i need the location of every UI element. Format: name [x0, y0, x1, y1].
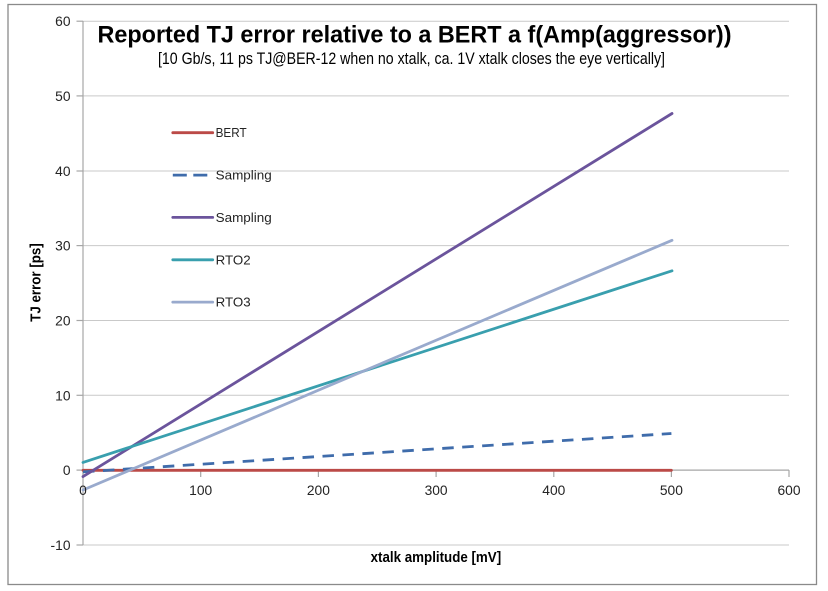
svg-text:BERT: BERT — [216, 125, 247, 140]
svg-text:40: 40 — [55, 164, 71, 179]
svg-text:50: 50 — [55, 89, 71, 104]
svg-text:60: 60 — [55, 14, 71, 29]
svg-text:0: 0 — [63, 463, 71, 478]
svg-text:500: 500 — [660, 483, 683, 498]
svg-text:RTO3: RTO3 — [216, 295, 251, 310]
svg-text:[10 Gb/s, 11 ps TJ@BER-12 when: [10 Gb/s, 11 ps TJ@BER-12 when no xtalk,… — [158, 50, 665, 68]
svg-text:600: 600 — [777, 483, 800, 498]
svg-text:Sampling: Sampling — [216, 168, 272, 183]
svg-text:Reported TJ error relative to: Reported TJ error relative to a BERT a f… — [98, 21, 732, 48]
svg-text:-10: -10 — [51, 538, 71, 553]
svg-text:100: 100 — [189, 483, 212, 498]
svg-text:400: 400 — [542, 483, 565, 498]
svg-text:200: 200 — [307, 483, 330, 498]
svg-text:Sampling: Sampling — [216, 210, 272, 225]
svg-text:TJ error [ps]: TJ error [ps] — [28, 243, 44, 322]
svg-text:30: 30 — [55, 239, 71, 254]
svg-text:0: 0 — [79, 483, 87, 498]
svg-text:10: 10 — [55, 388, 71, 403]
svg-text:300: 300 — [425, 483, 448, 498]
svg-text:xtalk amplitude [mV]: xtalk amplitude [mV] — [371, 550, 502, 566]
svg-text:20: 20 — [55, 314, 71, 329]
svg-text:RTO2: RTO2 — [216, 252, 251, 267]
